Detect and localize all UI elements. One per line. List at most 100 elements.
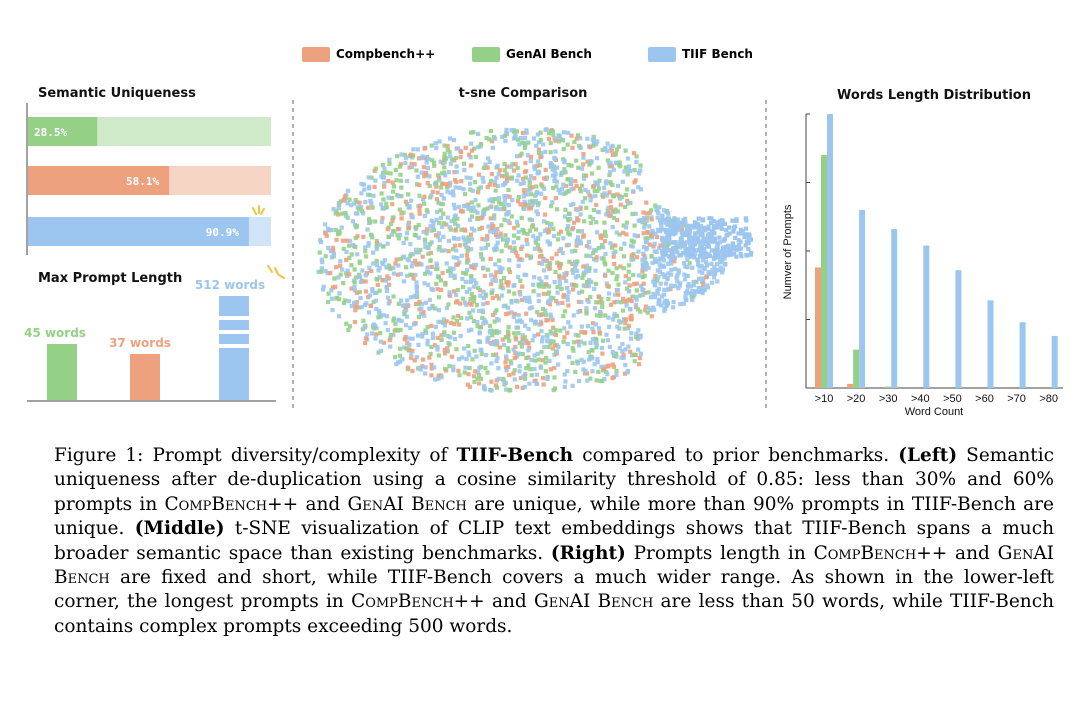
tsne-point (457, 373, 462, 378)
tsne-point (349, 304, 354, 309)
tsne-point (381, 313, 386, 318)
tsne-point (503, 335, 508, 340)
tsne-point (676, 268, 681, 273)
tsne-point (383, 278, 389, 283)
tsne-point (359, 181, 364, 186)
tsne-point (606, 205, 611, 210)
tsne-point (517, 340, 522, 345)
tsne-point (625, 172, 630, 177)
tsne-point (629, 336, 634, 341)
tsne-point (578, 136, 583, 141)
tsne-point (592, 306, 598, 311)
tsne-point (625, 156, 631, 161)
tsne-point (469, 200, 474, 205)
tsne-point (471, 130, 476, 135)
tsne-point (458, 155, 463, 160)
tsne-point (634, 335, 639, 340)
tsne-point (400, 357, 405, 362)
tsne-point (617, 346, 622, 351)
tsne-point (519, 151, 524, 156)
tsne-point (548, 140, 553, 146)
tsne-point (488, 256, 493, 261)
tsne-point (661, 217, 666, 223)
tsne-point (545, 339, 550, 344)
tsne-point (512, 377, 517, 382)
tsne-point (428, 250, 433, 255)
tsne-point (631, 352, 637, 357)
tsne-point (704, 275, 709, 280)
tsne-point (455, 146, 461, 151)
tsne-point (539, 279, 544, 284)
tsne-point (506, 218, 511, 224)
tsne-point (506, 283, 511, 288)
tsne-point (331, 207, 336, 212)
tsne-point (384, 201, 389, 206)
tsne-point (519, 319, 524, 324)
tsne-point (581, 272, 586, 278)
tsne-point (387, 338, 392, 343)
tsne-point (649, 232, 654, 237)
tsne-point (441, 317, 447, 322)
tsne-point (516, 173, 521, 178)
tsne-point (420, 332, 425, 337)
tsne-point (502, 201, 507, 206)
tsne-point (636, 249, 641, 254)
tsne-point (495, 385, 500, 390)
tsne-point (452, 206, 457, 211)
tsne-point (349, 286, 354, 291)
tsne-point (344, 271, 349, 276)
tsne-point (575, 259, 580, 264)
tsne-point (579, 183, 585, 188)
tsne-point (464, 260, 470, 265)
tsne-point (586, 299, 591, 304)
tsne-point (686, 282, 691, 287)
tsne-point (406, 258, 411, 263)
tsne-point (436, 376, 441, 381)
tsne-point (496, 172, 501, 177)
tsne-point (552, 280, 557, 285)
tsne-point (522, 296, 527, 301)
tsne-point (470, 265, 475, 270)
tsne-point (447, 292, 452, 297)
tsne-point (600, 300, 605, 305)
tsne-point (341, 238, 346, 243)
tsne-point (478, 185, 483, 190)
length-bar-compbench (130, 353, 160, 400)
tsne-point (698, 224, 704, 229)
tsne-point (357, 207, 362, 212)
tsne-point (634, 294, 639, 300)
tsne-point (466, 372, 471, 377)
tsne-point (638, 168, 643, 173)
tsne-point (588, 198, 593, 203)
tsne-point (502, 205, 507, 210)
tsne-point (628, 349, 633, 354)
tsne-point (591, 250, 596, 256)
tsne-point (614, 368, 619, 374)
tsne-point (469, 291, 474, 296)
tsne-point (701, 252, 706, 257)
tsne-point (537, 163, 543, 168)
tsne-point (391, 271, 396, 276)
tsne-point (650, 228, 655, 233)
tsne-point (376, 315, 381, 320)
tsne-point (443, 366, 448, 372)
tsne-point (545, 220, 550, 225)
tsne-point (416, 235, 421, 240)
tsne-point (498, 234, 503, 239)
tsne-point (542, 219, 547, 224)
tsne-point (511, 347, 516, 352)
tsne-point (468, 296, 473, 301)
tsne-point (503, 180, 508, 185)
tsne-point (472, 278, 477, 283)
tsne-point (610, 152, 615, 157)
tsne-point (514, 129, 519, 134)
tsne-point (416, 315, 421, 320)
tsne-point (415, 174, 420, 179)
tsne-point (585, 136, 590, 141)
tsne-point (552, 233, 557, 239)
tsne-point (433, 324, 438, 329)
tsne-point (401, 254, 407, 259)
tsne-point (336, 297, 342, 302)
tsne-point (609, 164, 614, 169)
tsne-point (517, 364, 522, 369)
